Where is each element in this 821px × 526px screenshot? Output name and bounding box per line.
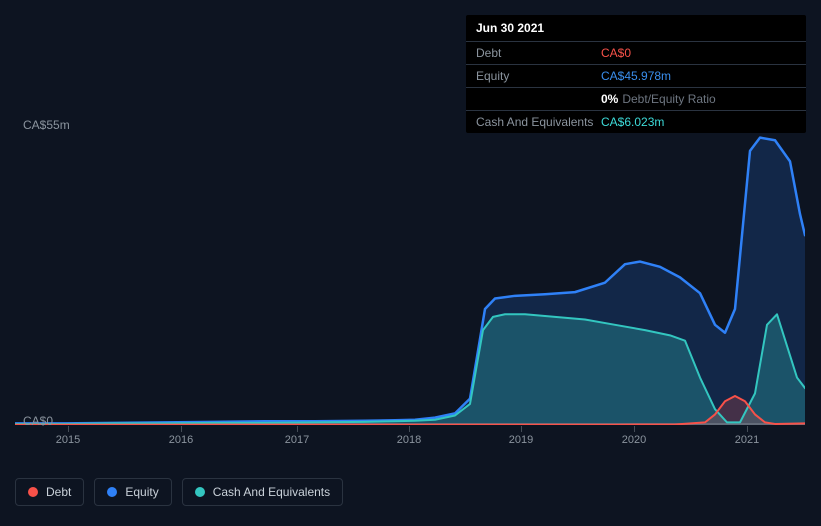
legend-item[interactable]: Equity [94, 478, 171, 506]
x-tick-mark [297, 426, 298, 432]
x-tick-mark [68, 426, 69, 432]
x-tick-label: 2016 [169, 434, 193, 446]
x-tick-label: 2015 [56, 434, 80, 446]
tooltip-row-label [476, 92, 601, 106]
debt-equity-chart: CA$55m CA$0 2015201620172018201920202021 [15, 120, 805, 440]
x-tick-label: 2021 [735, 434, 759, 446]
hover-tooltip: Jun 30 2021 DebtCA$0EquityCA$45.978m0%De… [466, 15, 806, 133]
tooltip-date: Jun 30 2021 [466, 15, 806, 42]
tooltip-row-label: Debt [476, 46, 601, 60]
legend-swatch [107, 487, 117, 497]
x-tick-mark [521, 426, 522, 432]
x-tick-label: 2020 [622, 434, 646, 446]
y-axis-max-label: CA$55m [23, 118, 70, 132]
tooltip-row-value: CA$6.023m [601, 115, 796, 129]
x-axis: 2015 2016 2017 2018 2019 2020 2021 [15, 430, 805, 450]
x-tick-label: 2019 [509, 434, 533, 446]
chart-legend: Debt Equity Cash And Equivalents [15, 478, 343, 506]
legend-label: Cash And Equivalents [213, 485, 330, 499]
tooltip-row-label: Equity [476, 69, 601, 83]
x-tick-mark [181, 426, 182, 432]
tooltip-row: Cash And EquivalentsCA$6.023m [466, 111, 806, 133]
x-tick-label: 2017 [285, 434, 309, 446]
tooltip-row-label: Cash And Equivalents [476, 115, 601, 129]
legend-swatch [195, 487, 205, 497]
tooltip-row: DebtCA$0 [466, 42, 806, 65]
x-tick-mark [409, 426, 410, 432]
x-tick-mark [634, 426, 635, 432]
y-axis-min-label: CA$0 [23, 414, 53, 428]
legend-label: Debt [46, 485, 71, 499]
plot-area [15, 135, 805, 425]
legend-item[interactable]: Cash And Equivalents [182, 478, 343, 506]
tooltip-row: EquityCA$45.978m [466, 65, 806, 88]
legend-item[interactable]: Debt [15, 478, 84, 506]
x-tick-mark [747, 426, 748, 432]
x-tick-label: 2018 [397, 434, 421, 446]
tooltip-row: 0%Debt/Equity Ratio [466, 88, 806, 111]
tooltip-row-value: CA$0 [601, 46, 796, 60]
tooltip-row-value: CA$45.978m [601, 69, 796, 83]
legend-swatch [28, 487, 38, 497]
legend-label: Equity [125, 485, 158, 499]
tooltip-row-value: 0%Debt/Equity Ratio [601, 92, 796, 106]
